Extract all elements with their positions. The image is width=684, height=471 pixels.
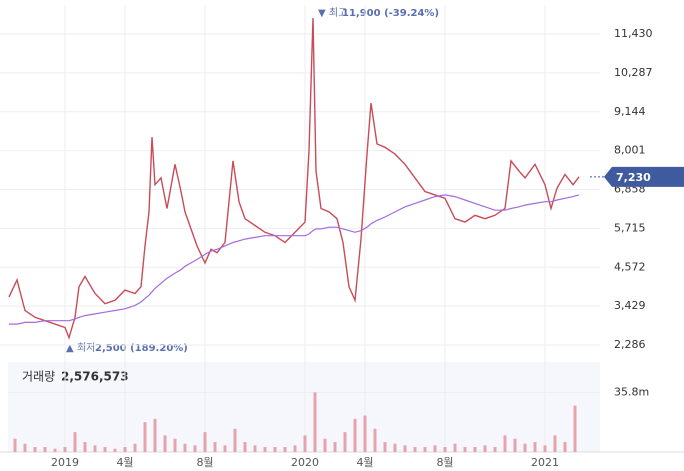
volume-bar	[383, 442, 387, 452]
volume-bar	[13, 438, 17, 452]
volume-bar	[333, 442, 337, 452]
volume-bar	[533, 442, 537, 452]
volume-bar	[553, 435, 557, 452]
volume-bar	[573, 405, 577, 452]
volume-bar	[223, 445, 227, 452]
volume-bar	[523, 443, 527, 452]
volume-bar	[263, 447, 267, 452]
y-tick-label: 3,429	[614, 299, 646, 312]
volume-bar	[303, 435, 307, 452]
high-value: 11,900 (-39.24%)	[342, 8, 439, 19]
volume-value: 2,576,573	[61, 370, 129, 384]
volume-bar	[543, 445, 547, 452]
y-tick-label: 10,287	[614, 66, 653, 79]
x-tick-label: 4월	[356, 456, 373, 469]
volume-bar	[143, 422, 147, 452]
volume-bar	[23, 443, 27, 452]
low-value: 2,500 (189.20%)	[95, 343, 188, 354]
y-tick-label: 9,144	[614, 105, 646, 118]
volume-bar	[403, 445, 407, 452]
volume-bar	[513, 438, 517, 452]
y-tick-label: 5,715	[614, 221, 646, 234]
volume-bar	[373, 428, 377, 452]
volume-bar	[43, 447, 47, 452]
volume-bar	[243, 442, 247, 452]
volume-bar	[203, 432, 207, 452]
volume-bar	[83, 442, 87, 452]
volume-bar	[213, 442, 217, 452]
volume-bar	[563, 442, 567, 452]
volume-bar	[113, 448, 117, 452]
volume-bar	[503, 435, 507, 452]
volume-bar	[133, 443, 137, 452]
volume-bar	[153, 418, 157, 452]
last-price-label: 7,230	[616, 171, 651, 184]
volume-bar	[53, 448, 57, 452]
y-tick-label: 2,286	[614, 338, 646, 351]
y-tick-label: 4,572	[614, 260, 646, 273]
volume-bar	[413, 447, 417, 452]
volume-bar	[273, 447, 277, 452]
volume-bar	[293, 445, 297, 452]
volume-bar	[353, 418, 357, 452]
volume-bar	[173, 438, 177, 452]
volume-bar	[283, 447, 287, 452]
volume-bar	[443, 447, 447, 452]
last-price-badge	[604, 166, 684, 187]
volume-bar	[33, 447, 37, 452]
x-tick-label: 8월	[436, 456, 453, 469]
volume-bar	[433, 445, 437, 452]
volume-bar	[453, 443, 457, 452]
y-tick-label: 11,430	[614, 27, 653, 40]
volume-bar	[473, 447, 477, 452]
volume-bar	[163, 435, 167, 452]
volume-bar	[483, 445, 487, 452]
volume-bar	[183, 443, 187, 452]
volume-label: 거래량	[22, 370, 55, 384]
volume-bar	[313, 392, 317, 452]
volume-bar	[493, 447, 497, 452]
high-label: ▼ 최고	[318, 7, 347, 19]
x-tick-label: 2019	[51, 456, 79, 469]
y-tick-label: 8,001	[614, 144, 646, 157]
volume-bar	[393, 443, 397, 452]
volume-bar	[73, 432, 77, 452]
volume-bar	[63, 447, 67, 452]
volume-bar	[253, 445, 257, 452]
x-tick-label: 8월	[196, 456, 213, 469]
low-label: ▲ 최저	[66, 342, 95, 354]
volume-bar	[423, 447, 427, 452]
y-tick-label: 35.8m	[614, 386, 649, 399]
volume-bar	[193, 445, 197, 452]
volume-bar	[363, 415, 367, 452]
volume-bar	[93, 445, 97, 452]
volume-bar	[323, 438, 327, 452]
volume-bar	[233, 428, 237, 452]
volume-bar	[123, 447, 127, 452]
x-tick-label: 2020	[291, 456, 319, 469]
volume-bar	[343, 432, 347, 452]
x-tick-label: 4월	[116, 456, 133, 469]
volume-bar	[463, 447, 467, 452]
x-tick-label: 2021	[531, 456, 559, 469]
price-line	[9, 194, 580, 325]
price-line	[8, 17, 580, 340]
volume-bar	[103, 447, 107, 452]
